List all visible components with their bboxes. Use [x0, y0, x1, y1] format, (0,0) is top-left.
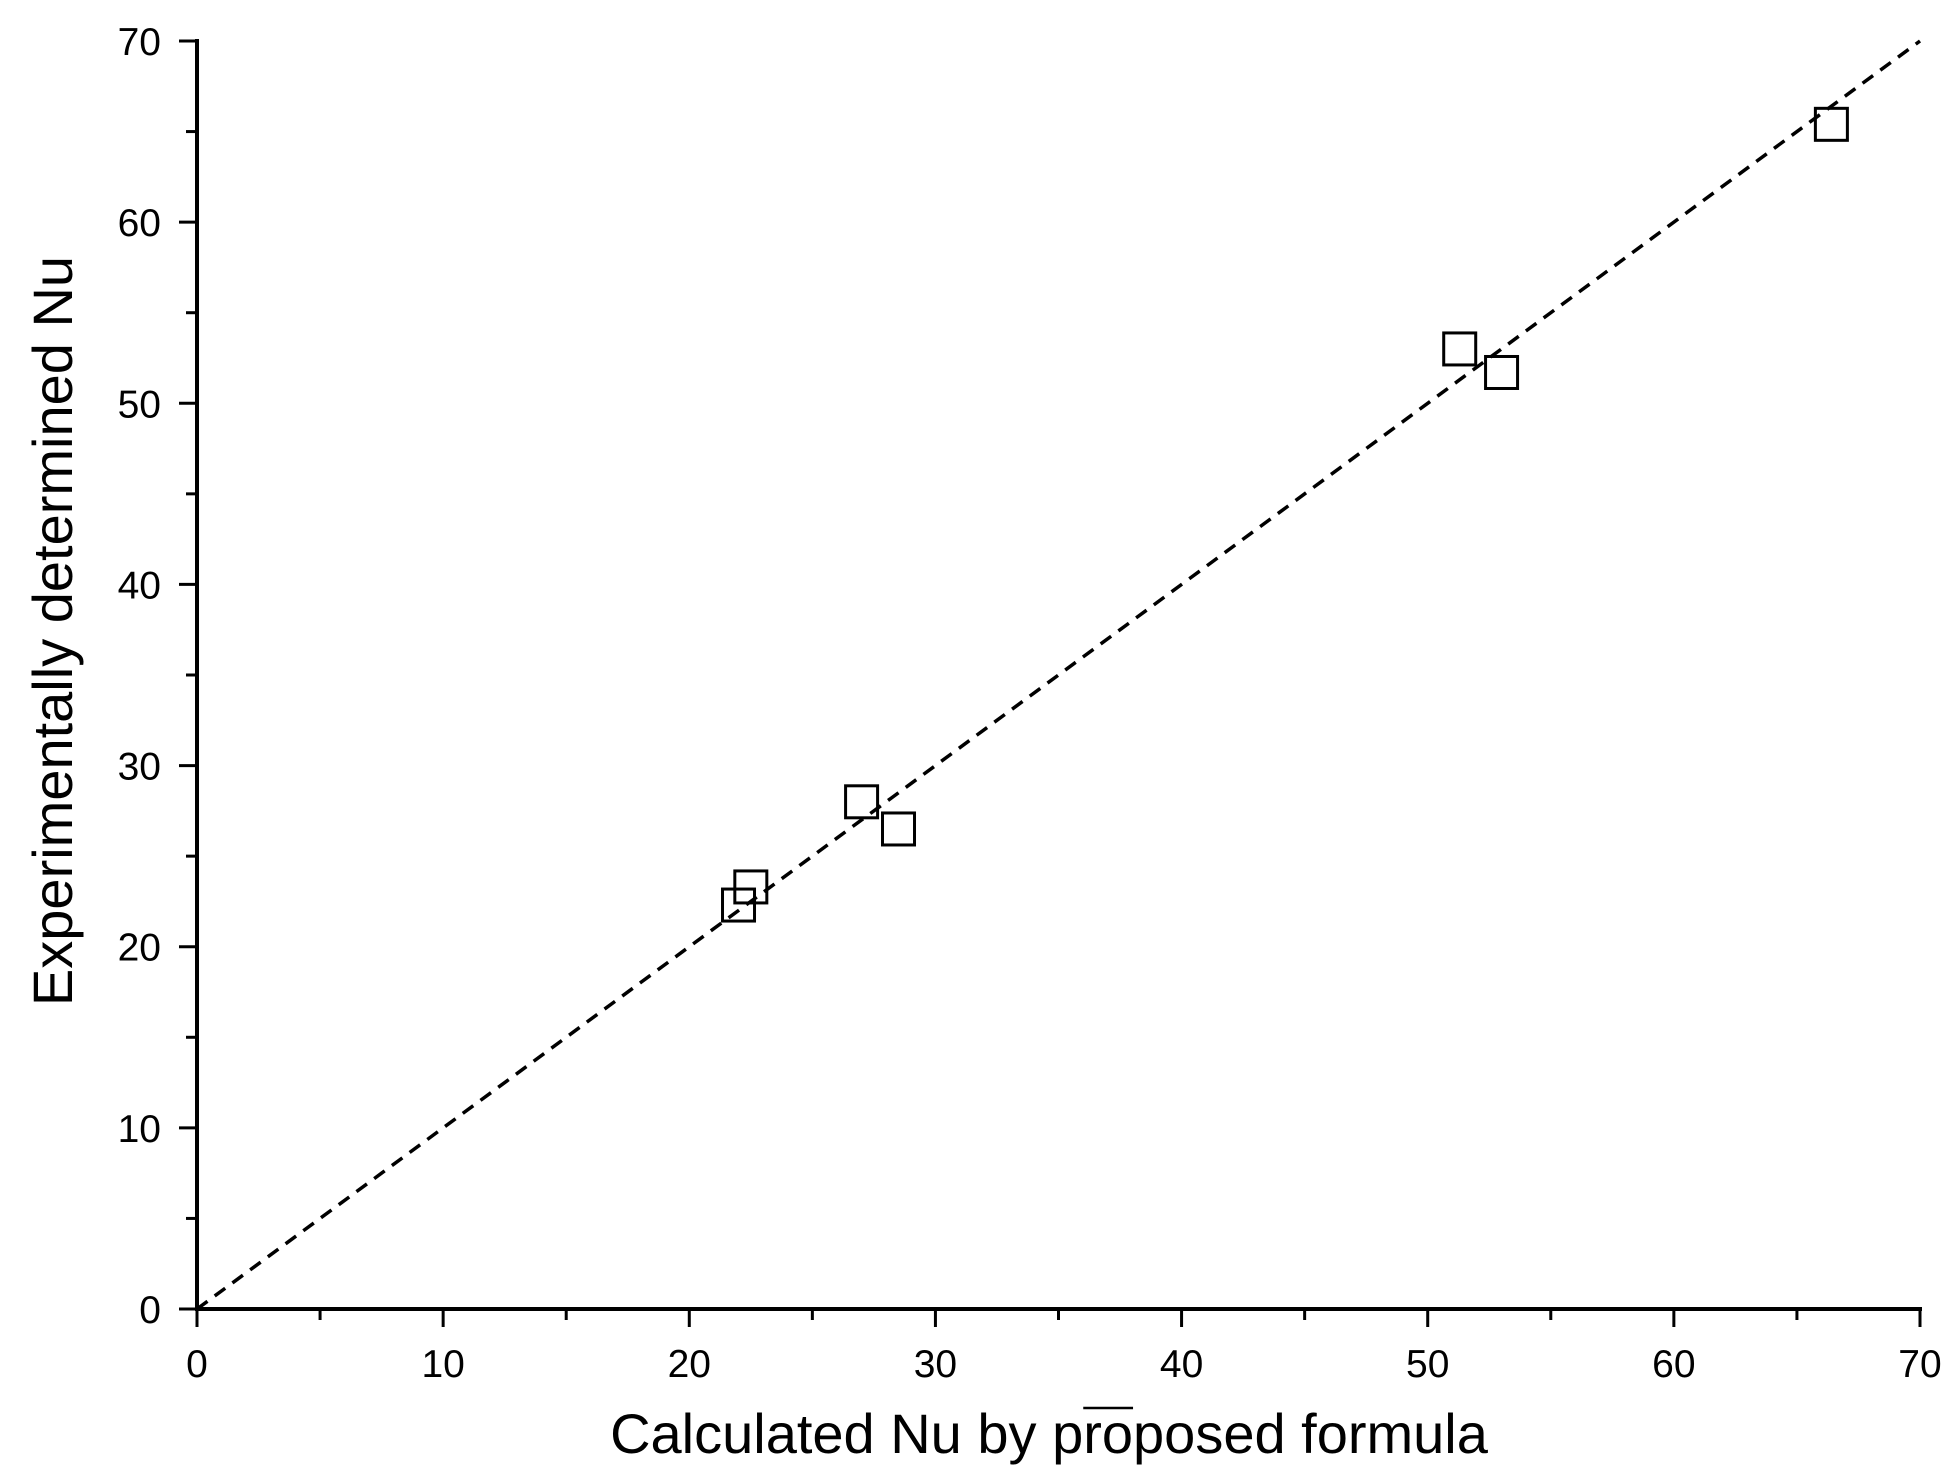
y-axis-label: Experimentally determined Nu [21, 256, 84, 1006]
data-point [844, 784, 880, 820]
data-points-layer [721, 106, 1849, 923]
y-ticks: 0 10 20 30 40 50 60 70 [118, 21, 197, 1332]
x-tick-label: 30 [914, 1343, 957, 1386]
data-point [721, 887, 757, 923]
x-tick-label: 50 [1406, 1343, 1449, 1386]
x-tick-label: 20 [668, 1343, 711, 1386]
data-point [733, 869, 769, 905]
y-tick-label: 50 [118, 383, 161, 426]
x-axis-label-text: Calculated Nu by proposed formula [610, 1402, 1489, 1465]
y-tick-label: 70 [118, 21, 161, 64]
reference-line-layer [195, 39, 1922, 1311]
data-point [1442, 331, 1478, 367]
x-axis-label: Calculated Nu by proposed formula [610, 1402, 1489, 1465]
reference-line [195, 39, 1922, 1311]
data-point [1484, 354, 1520, 390]
x-ticks: 0 10 20 30 40 50 60 70 [186, 1309, 1942, 1386]
x-tick-label: 60 [1652, 1343, 1695, 1386]
x-tick-label: 10 [421, 1343, 464, 1386]
x-tick-label: 40 [1160, 1343, 1203, 1386]
y-tick-label: 40 [118, 564, 161, 607]
x-tick-label: 0 [186, 1343, 208, 1386]
y-tick-label: 60 [118, 202, 161, 245]
data-point [1813, 106, 1849, 142]
y-tick-label: 20 [118, 927, 161, 970]
y-tick-label: 0 [139, 1289, 161, 1332]
y-axis-label-text: Experimentally determined Nu [21, 256, 84, 1006]
y-tick-label: 30 [118, 746, 161, 789]
data-point [881, 811, 917, 847]
y-tick-label: 10 [118, 1108, 161, 1151]
x-tick-label: 70 [1898, 1343, 1941, 1386]
